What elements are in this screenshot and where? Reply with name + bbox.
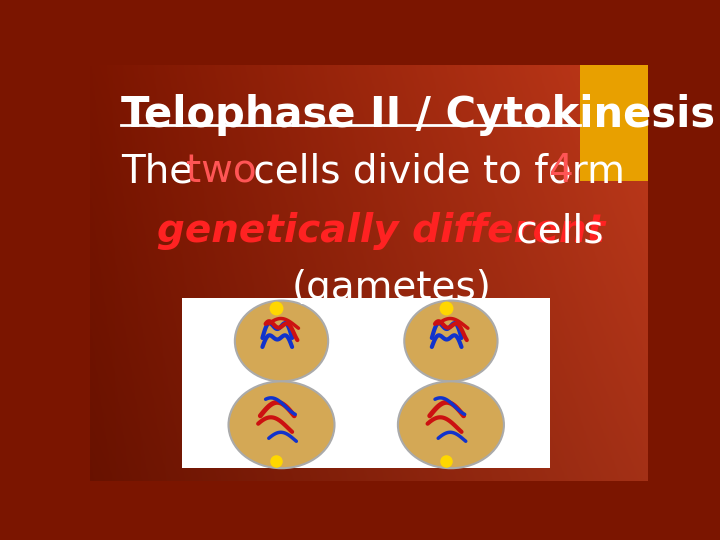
Text: (gametes): (gametes)	[292, 268, 492, 307]
Ellipse shape	[235, 301, 328, 381]
Bar	[580, 65, 648, 181]
Ellipse shape	[404, 301, 498, 381]
Ellipse shape	[398, 381, 504, 468]
Text: Telophase II / Cytokinesis ~: Telophase II / Cytokinesis ~	[121, 94, 720, 136]
Text: 4: 4	[548, 152, 573, 190]
Ellipse shape	[228, 381, 335, 468]
Text: genetically different: genetically different	[157, 212, 605, 251]
Text: cells: cells	[504, 212, 603, 251]
Text: cells divide to form: cells divide to form	[241, 152, 637, 190]
Text: The: The	[121, 152, 205, 190]
Text: two: two	[186, 152, 257, 190]
Bar	[182, 298, 550, 468]
